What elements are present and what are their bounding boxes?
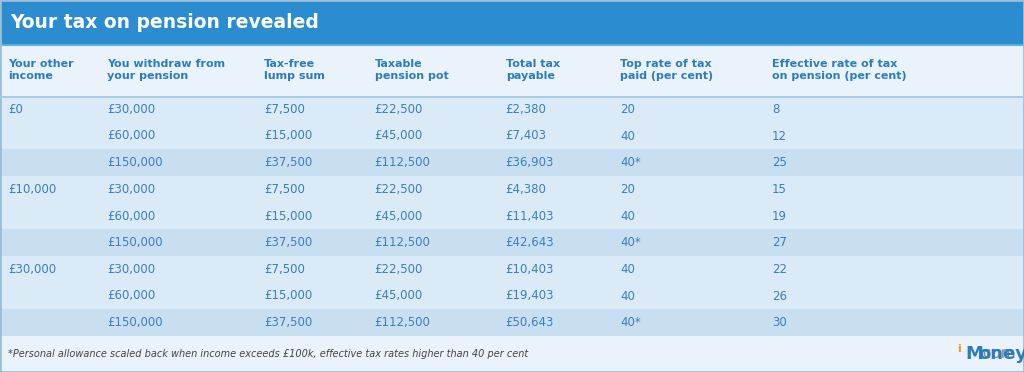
Bar xyxy=(0,229,1024,256)
Text: 40: 40 xyxy=(621,129,635,142)
Text: £37,500: £37,500 xyxy=(264,236,312,249)
Bar xyxy=(0,336,1024,372)
Text: £60,000: £60,000 xyxy=(108,289,156,302)
Bar xyxy=(0,203,1024,229)
Text: .com: .com xyxy=(978,346,1016,362)
Text: 27: 27 xyxy=(772,236,786,249)
Text: £36,903: £36,903 xyxy=(506,156,554,169)
Text: £7,403: £7,403 xyxy=(506,129,547,142)
Bar xyxy=(0,256,1024,283)
Text: £150,000: £150,000 xyxy=(108,156,163,169)
Bar xyxy=(0,96,1024,97)
Text: £45,000: £45,000 xyxy=(375,209,423,222)
Text: Tax-free
lump sum: Tax-free lump sum xyxy=(264,59,325,81)
Text: £37,500: £37,500 xyxy=(264,316,312,329)
Text: 40: 40 xyxy=(621,289,635,302)
Text: 40: 40 xyxy=(621,209,635,222)
Text: 20: 20 xyxy=(621,183,635,196)
Text: 22: 22 xyxy=(772,263,786,276)
Text: £50,643: £50,643 xyxy=(506,316,554,329)
Text: £10,000: £10,000 xyxy=(8,183,56,196)
Bar xyxy=(0,310,1024,336)
Text: £112,500: £112,500 xyxy=(375,316,430,329)
Text: 40*: 40* xyxy=(621,236,641,249)
Text: Top rate of tax
paid (per cent): Top rate of tax paid (per cent) xyxy=(621,59,714,81)
Text: 12: 12 xyxy=(772,129,786,142)
Bar xyxy=(0,44,1024,96)
Text: £7,500: £7,500 xyxy=(264,183,305,196)
Text: £30,000: £30,000 xyxy=(8,263,56,276)
Text: £30,000: £30,000 xyxy=(108,263,156,276)
Text: Total tax
payable: Total tax payable xyxy=(506,59,560,81)
Text: £60,000: £60,000 xyxy=(108,209,156,222)
Text: £22,500: £22,500 xyxy=(375,263,423,276)
Bar xyxy=(0,96,1024,123)
Bar xyxy=(0,123,1024,149)
Text: £11,403: £11,403 xyxy=(506,209,554,222)
Text: 26: 26 xyxy=(772,289,786,302)
Text: 19: 19 xyxy=(772,209,786,222)
Text: 15: 15 xyxy=(772,183,786,196)
Text: £30,000: £30,000 xyxy=(108,103,156,116)
Text: £0: £0 xyxy=(8,103,23,116)
Text: £42,643: £42,643 xyxy=(506,236,554,249)
Text: i: i xyxy=(957,344,961,354)
Text: £7,500: £7,500 xyxy=(264,103,305,116)
Text: £19,403: £19,403 xyxy=(506,289,554,302)
Text: oney: oney xyxy=(978,345,1024,363)
Text: £10,403: £10,403 xyxy=(506,263,554,276)
Text: 20: 20 xyxy=(621,103,635,116)
Text: £15,000: £15,000 xyxy=(264,289,312,302)
Text: £112,500: £112,500 xyxy=(375,156,430,169)
Text: You withdraw from
your pension: You withdraw from your pension xyxy=(108,59,225,81)
Text: £37,500: £37,500 xyxy=(264,156,312,169)
Text: 40*: 40* xyxy=(621,156,641,169)
Text: £22,500: £22,500 xyxy=(375,183,423,196)
Text: £7,500: £7,500 xyxy=(264,263,305,276)
Text: M: M xyxy=(965,345,983,363)
Text: 40: 40 xyxy=(621,263,635,276)
Text: £4,380: £4,380 xyxy=(506,183,547,196)
Text: £112,500: £112,500 xyxy=(375,236,430,249)
Text: 30: 30 xyxy=(772,316,786,329)
Text: £150,000: £150,000 xyxy=(108,236,163,249)
Text: £30,000: £30,000 xyxy=(108,183,156,196)
Text: Your other
income: Your other income xyxy=(8,59,74,81)
Text: Taxable
pension pot: Taxable pension pot xyxy=(375,59,449,81)
Bar xyxy=(0,0,1024,44)
Text: Your tax on pension revealed: Your tax on pension revealed xyxy=(10,13,318,32)
Text: 25: 25 xyxy=(772,156,786,169)
Text: 8: 8 xyxy=(772,103,779,116)
Text: £22,500: £22,500 xyxy=(375,103,423,116)
Text: *Personal allowance scaled back when income exceeds £100k, effective tax rates h: *Personal allowance scaled back when inc… xyxy=(8,349,528,359)
Text: £45,000: £45,000 xyxy=(375,129,423,142)
Bar xyxy=(0,176,1024,203)
Text: £15,000: £15,000 xyxy=(264,129,312,142)
Text: £45,000: £45,000 xyxy=(375,289,423,302)
Bar xyxy=(0,149,1024,176)
Bar xyxy=(0,283,1024,310)
Text: £2,380: £2,380 xyxy=(506,103,547,116)
Bar xyxy=(0,44,1024,46)
Text: 40*: 40* xyxy=(621,316,641,329)
Text: Effective rate of tax
on pension (per cent): Effective rate of tax on pension (per ce… xyxy=(772,59,906,81)
Text: £150,000: £150,000 xyxy=(108,316,163,329)
Text: £60,000: £60,000 xyxy=(108,129,156,142)
Text: £15,000: £15,000 xyxy=(264,209,312,222)
